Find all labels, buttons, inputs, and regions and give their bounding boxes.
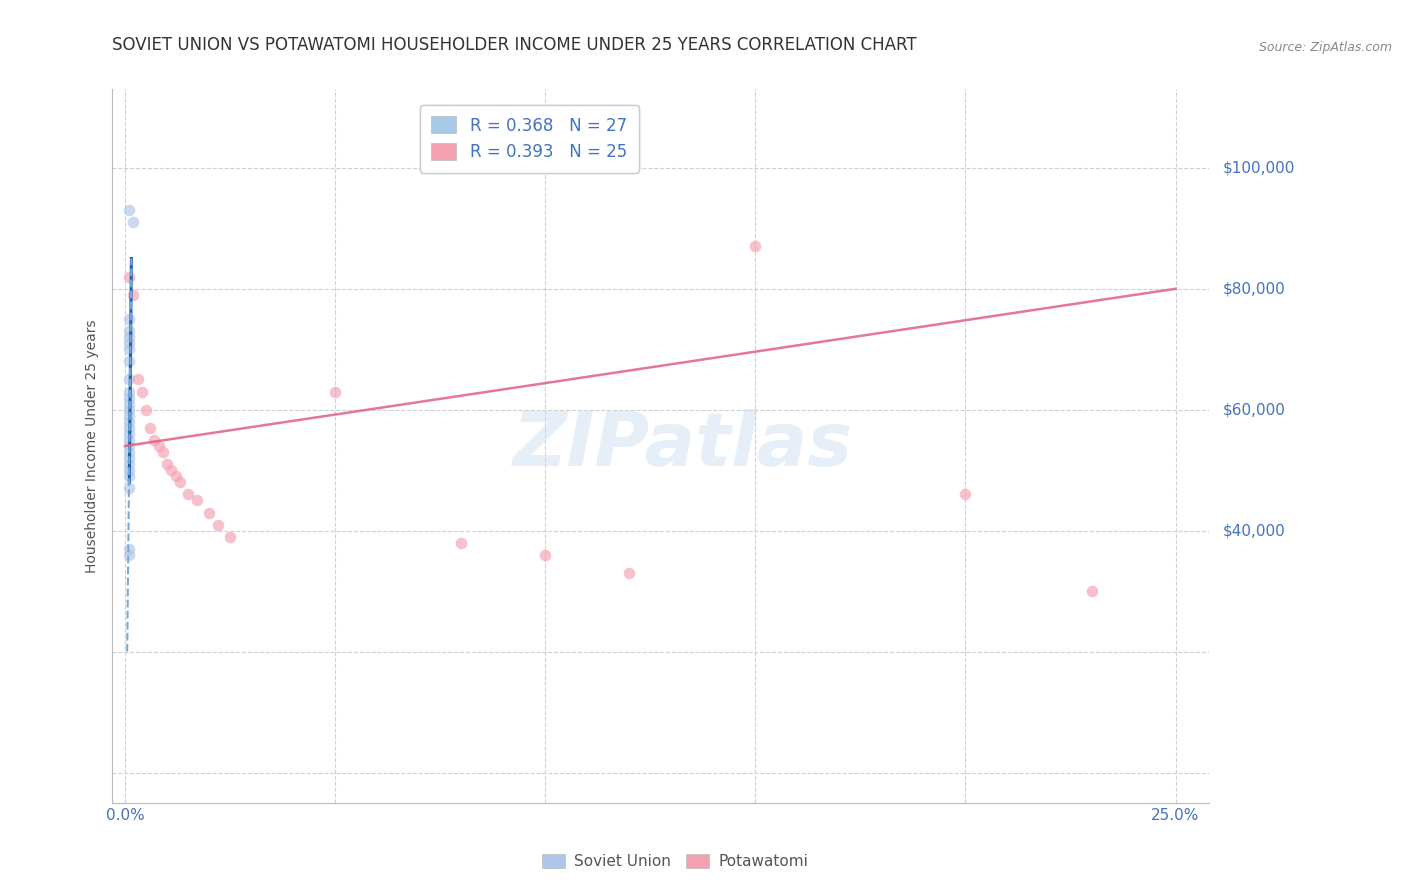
Point <box>131 384 153 399</box>
Point <box>122 215 145 229</box>
Point <box>165 469 187 483</box>
Point <box>118 451 141 466</box>
Point <box>118 433 141 447</box>
Point <box>118 481 141 495</box>
Point <box>118 469 141 483</box>
Point <box>152 445 174 459</box>
Point <box>198 506 221 520</box>
Point <box>118 397 141 411</box>
Point <box>118 548 141 562</box>
Legend: Soviet Union, Potawatomi: Soviet Union, Potawatomi <box>536 848 814 875</box>
Point <box>219 530 242 544</box>
Point <box>148 439 170 453</box>
Point <box>118 409 141 423</box>
Point <box>177 487 200 501</box>
Point <box>156 457 179 471</box>
Point <box>118 324 141 338</box>
Text: $80,000: $80,000 <box>1223 281 1286 296</box>
Point <box>135 402 157 417</box>
Point <box>139 421 162 435</box>
Text: $60,000: $60,000 <box>1223 402 1286 417</box>
Point <box>534 548 557 562</box>
Point <box>118 372 141 386</box>
Point <box>323 384 346 399</box>
Point <box>118 391 141 405</box>
Point <box>118 541 141 556</box>
Point <box>118 439 141 453</box>
Point <box>744 239 766 253</box>
Point <box>118 426 141 441</box>
Point <box>118 343 141 357</box>
Point <box>619 566 641 580</box>
Point <box>450 535 472 549</box>
Legend: R = 0.368   N = 27, R = 0.393   N = 25: R = 0.368 N = 27, R = 0.393 N = 25 <box>420 104 638 173</box>
Point <box>207 517 229 532</box>
Point <box>118 269 141 284</box>
Point <box>127 372 149 386</box>
Point <box>118 203 141 218</box>
Point <box>118 384 141 399</box>
Point <box>118 312 141 326</box>
Point <box>118 445 141 459</box>
Point <box>118 421 141 435</box>
Point <box>1080 584 1102 599</box>
Text: $100,000: $100,000 <box>1223 161 1295 176</box>
Point <box>160 463 183 477</box>
Point <box>118 402 141 417</box>
Point <box>118 330 141 344</box>
Point <box>169 475 191 490</box>
Text: SOVIET UNION VS POTAWATOMI HOUSEHOLDER INCOME UNDER 25 YEARS CORRELATION CHART: SOVIET UNION VS POTAWATOMI HOUSEHOLDER I… <box>112 36 917 54</box>
Text: Source: ZipAtlas.com: Source: ZipAtlas.com <box>1258 40 1392 54</box>
Point <box>118 415 141 429</box>
Point <box>118 354 141 368</box>
Point <box>143 433 166 447</box>
Point <box>122 288 145 302</box>
Point <box>955 487 977 501</box>
Point <box>118 457 141 471</box>
Point <box>118 463 141 477</box>
Text: $40,000: $40,000 <box>1223 524 1286 538</box>
Y-axis label: Householder Income Under 25 years: Householder Income Under 25 years <box>86 319 100 573</box>
Point <box>186 493 208 508</box>
Point <box>118 336 141 351</box>
Text: ZIPatlas: ZIPatlas <box>513 409 853 483</box>
